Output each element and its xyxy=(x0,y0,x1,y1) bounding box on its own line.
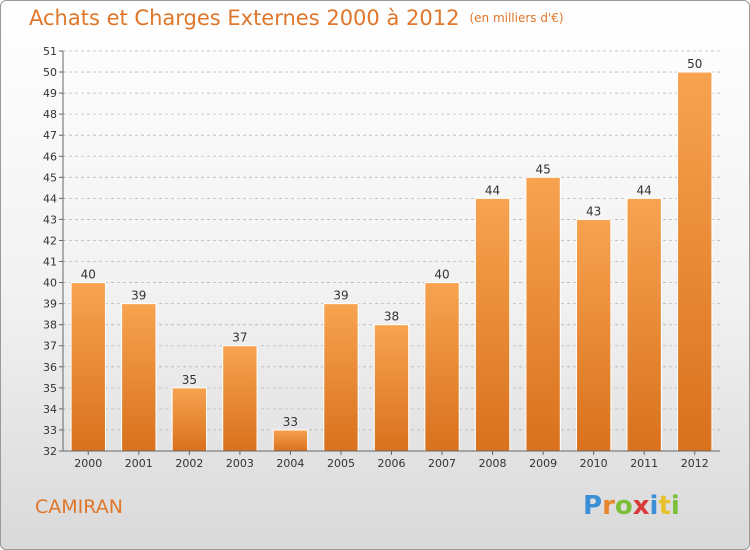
y-tick-label: 44 xyxy=(43,192,57,205)
y-tick-label: 48 xyxy=(43,108,57,121)
x-tick-label: 2001 xyxy=(125,457,153,470)
y-tick-label: 37 xyxy=(43,340,57,353)
y-tick-label: 38 xyxy=(43,319,57,332)
bar-value-label: 50 xyxy=(687,57,702,71)
bar-value-label: 37 xyxy=(232,331,247,345)
bar-2003 xyxy=(222,345,258,452)
proxiti-logo: Proxiti xyxy=(583,491,680,521)
bar-2012 xyxy=(677,71,713,452)
y-tick-label: 33 xyxy=(43,424,57,437)
bar-2001 xyxy=(121,303,157,452)
logo-letter: i xyxy=(649,491,659,521)
bar-value-label: 44 xyxy=(637,183,652,197)
bar-2008 xyxy=(474,197,511,452)
logo-letter: x xyxy=(632,491,650,521)
x-tick-label: 2010 xyxy=(580,457,608,470)
logo-letter: r xyxy=(602,491,615,521)
logo-letter: o xyxy=(614,491,633,521)
y-tick-label: 45 xyxy=(43,171,57,184)
bar-2002 xyxy=(171,387,208,452)
x-tick-label: 2012 xyxy=(681,457,709,470)
y-tick-label: 32 xyxy=(43,445,57,458)
logo-letter: P xyxy=(583,491,603,521)
bar-2006 xyxy=(373,324,410,452)
y-tick-label: 39 xyxy=(43,298,57,311)
logo-letter: i xyxy=(670,491,680,521)
x-tick-label: 2003 xyxy=(226,457,254,470)
bar-value-label: 44 xyxy=(485,183,500,197)
bar-value-label: 33 xyxy=(283,415,298,429)
y-tick-label: 43 xyxy=(43,213,57,226)
y-tick-label: 34 xyxy=(43,403,57,416)
bar-value-label: 38 xyxy=(384,310,399,324)
bar-2009 xyxy=(525,176,561,452)
bar-value-label: 40 xyxy=(81,268,96,282)
bar-2007 xyxy=(424,282,460,452)
axes: 32 33 34 35 36 37 38 39 40 41 42 43 44 45 46 47 48 49 50 51… xyxy=(43,45,720,470)
y-tick-label: 41 xyxy=(43,256,57,269)
bar-2011 xyxy=(626,197,662,452)
chart-title-text: Achats et Charges Externes 2000 à 2012 xyxy=(29,6,460,30)
bar-value-label: 45 xyxy=(535,162,550,176)
chart-unit-label: (en milliers d'€) xyxy=(469,11,564,25)
bar-value-label: 39 xyxy=(131,289,146,303)
y-tick-label: 49 xyxy=(43,87,57,100)
y-tick-label: 36 xyxy=(43,361,57,374)
y-tick-label: 42 xyxy=(43,234,57,247)
bar-value-label: 40 xyxy=(434,268,449,282)
x-tick-label: 2004 xyxy=(276,457,304,470)
y-tick-label: 50 xyxy=(43,66,57,79)
x-tick-label: 2005 xyxy=(327,457,355,470)
x-tick-label: 2009 xyxy=(529,457,557,470)
bar-value-label: 43 xyxy=(586,204,601,218)
place-name: CAMIRAN xyxy=(35,496,123,518)
y-tick-label: 35 xyxy=(43,382,57,395)
x-tick-label: 2002 xyxy=(175,457,203,470)
x-tick-label: 2000 xyxy=(74,457,102,470)
x-tick-label: 2006 xyxy=(378,457,406,470)
y-tick-label: 47 xyxy=(43,129,57,142)
chart-title: Achats et Charges Externes 2000 à 2012 (e… xyxy=(29,6,564,30)
y-tick-label: 51 xyxy=(43,45,57,58)
bar-value-label: 35 xyxy=(182,373,197,387)
y-tick-label: 40 xyxy=(43,277,57,290)
x-tick-label: 2008 xyxy=(479,457,507,470)
y-tick-label: 46 xyxy=(43,150,57,163)
logo-letter: t xyxy=(658,491,671,521)
x-tick-label: 2011 xyxy=(630,457,658,470)
bar-2004 xyxy=(272,429,309,452)
bar-value-label: 39 xyxy=(333,289,348,303)
bar-2005 xyxy=(323,303,359,452)
bar-2010 xyxy=(575,218,612,452)
x-tick-label: 2007 xyxy=(428,457,456,470)
bars: 40 39 35 37 33 39 38 40 44 45 43 44 50 xyxy=(70,57,713,452)
bar-2000 xyxy=(70,282,106,452)
